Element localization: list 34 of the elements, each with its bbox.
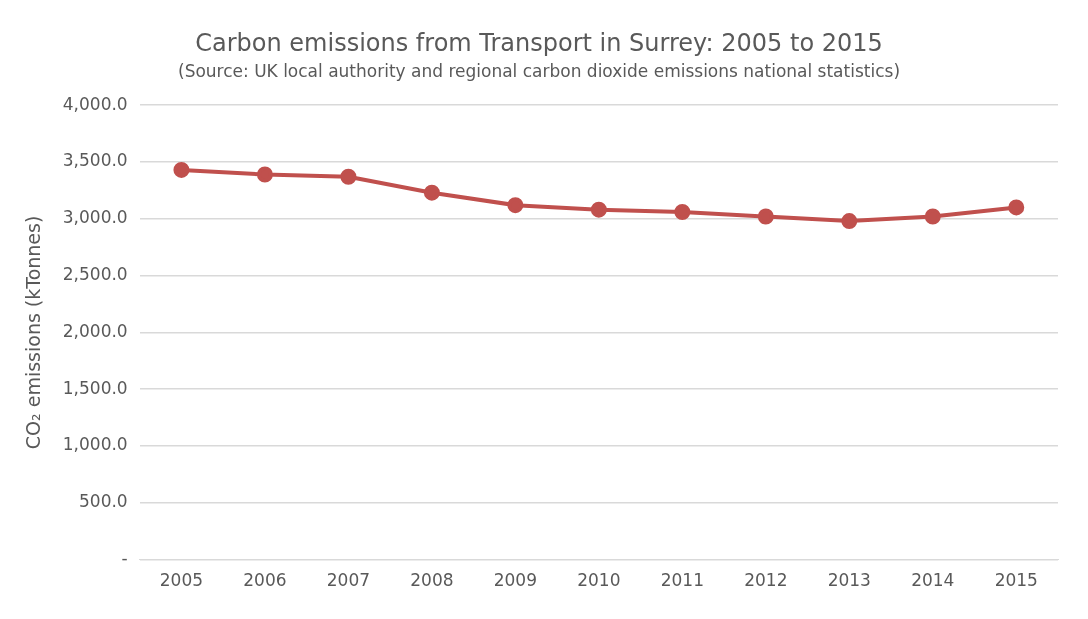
- y-tick-label: 2,000.0: [62, 320, 128, 341]
- point: [173, 161, 190, 178]
- point: [757, 208, 774, 225]
- y-axis-title: CO₂ emissions (kTonnes): [22, 215, 45, 450]
- x-tick-label: 2011: [660, 570, 704, 591]
- point: [590, 201, 607, 218]
- chart-subtitle: (Source: UK local authority and regional carbon dioxide emissions national statistics): [177, 61, 901, 82]
- x-tick-label: 2015: [994, 570, 1038, 591]
- x-tick-label: 2005: [159, 570, 204, 591]
- point: [423, 184, 440, 201]
- y-tick-label: -: [121, 548, 128, 569]
- y-tick-label: 1,000.0: [62, 434, 128, 455]
- point: [256, 166, 273, 183]
- x-tick-label: 2007: [326, 570, 371, 591]
- point: [1008, 199, 1025, 216]
- y-tick-label: 3,500.0: [62, 150, 128, 171]
- point: [507, 197, 524, 214]
- x-tick-label: 2006: [243, 570, 287, 591]
- y-tick-label: 2,500.0: [62, 264, 128, 285]
- point: [841, 213, 858, 230]
- point: [340, 168, 357, 185]
- chart-title: Carbon emissions from Transport in Surrey: 2005 to 2015: [195, 28, 883, 57]
- x-tick-label: 2014: [911, 570, 955, 591]
- x-tick-label: 2013: [827, 570, 871, 591]
- x-tick-label: 2012: [744, 570, 788, 591]
- point: [924, 208, 941, 225]
- x-tick-label: 2008: [410, 570, 454, 591]
- y-tick-label: 500.0: [79, 491, 128, 512]
- y-tick-label: 3,000.0: [62, 207, 128, 228]
- x-tick-label: 2010: [577, 570, 621, 591]
- x-tick-label: 2009: [493, 570, 537, 591]
- y-tick-label: 4,000.0: [62, 93, 128, 114]
- y-tick-label: 1,500.0: [62, 377, 128, 398]
- point: [674, 203, 691, 220]
